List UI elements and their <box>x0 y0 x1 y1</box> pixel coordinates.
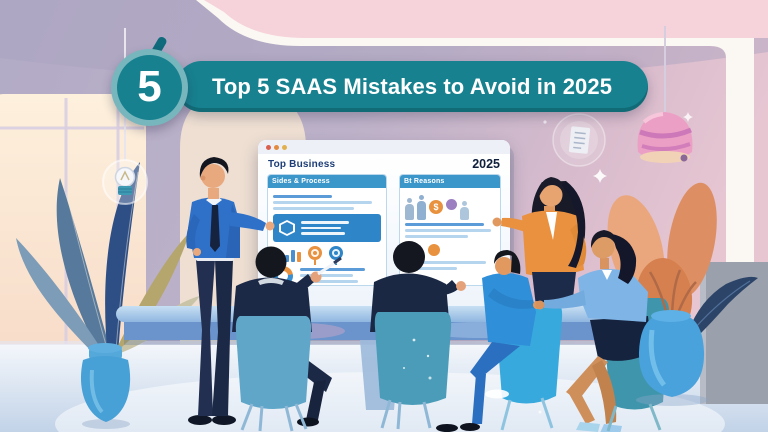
text-line <box>273 201 373 204</box>
number-badge: 5 <box>111 49 188 126</box>
ceiling-pink-band <box>204 0 768 38</box>
person-silhouette-icon <box>405 198 414 220</box>
screen-body: Top Business 2025 Sides & Process <box>258 154 510 310</box>
text-line <box>273 195 333 198</box>
window-dot-orange <box>274 144 279 150</box>
baseboard <box>0 341 768 345</box>
sparkles <box>543 112 693 256</box>
monitor-stand <box>372 316 396 326</box>
browser-bar <box>258 140 510 154</box>
screen-card-right: Bt Reasons $ <box>399 174 501 286</box>
left-plant <box>16 162 200 362</box>
window-dot-red <box>266 144 271 150</box>
document-icon <box>568 126 591 154</box>
pendant-lamp-icon <box>637 112 693 162</box>
text-line <box>273 207 354 210</box>
window <box>0 94 146 357</box>
purple-dot-icon <box>446 199 457 210</box>
text-line <box>300 268 365 271</box>
seated-woman-right <box>535 230 670 432</box>
blue-vase <box>636 269 708 406</box>
banner-title-text: Top 5 SAAS Mistakes to Avoid in 2025 <box>211 73 613 99</box>
person-silhouette-icon <box>417 195 426 220</box>
presentation-screen: Top Business 2025 Sides & Process <box>258 140 510 310</box>
window-dot-yellow <box>282 144 287 150</box>
document-badge <box>552 113 606 167</box>
award-badge-blue-icon <box>329 246 343 265</box>
screen-card-left: Sides & Process <box>267 174 387 286</box>
screen-year: 2025 <box>472 157 500 171</box>
text-line <box>405 235 468 238</box>
hexagon-icon <box>279 220 295 236</box>
gear-icon <box>405 242 420 257</box>
peach-plant <box>591 182 717 338</box>
floor-highlight-rug <box>55 372 725 432</box>
donut-chart <box>269 261 297 285</box>
figures-illustration: $ <box>405 194 495 220</box>
hexagon-info-box <box>273 214 381 242</box>
screen-card-left-header: Sides & Process <box>268 175 386 188</box>
dark-leaf <box>688 276 758 334</box>
person-silhouette-icon <box>460 201 469 220</box>
conference-table <box>116 306 650 410</box>
text-line <box>300 274 353 277</box>
mini-bar-chart <box>273 248 301 262</box>
screen-card-right-header: Bt Reasons <box>400 175 500 188</box>
text-line <box>300 280 359 283</box>
badge-number-text: 5 <box>137 61 162 111</box>
floor <box>0 344 768 432</box>
text-line <box>405 261 486 264</box>
text-line <box>405 223 485 226</box>
plant-pot <box>80 343 131 429</box>
lightbulb-icon <box>114 166 136 188</box>
floor-sparkles <box>428 376 542 414</box>
dollar-coin-icon: $ <box>429 200 443 214</box>
pillar <box>700 262 768 404</box>
orange-dot-icon <box>428 243 440 256</box>
info-text-lines <box>301 218 349 238</box>
screen-title: Top Business <box>268 158 336 170</box>
text-line <box>405 267 458 270</box>
text-line <box>405 229 492 232</box>
award-badge-orange-icon <box>308 246 322 265</box>
lightbulb-halo <box>103 160 147 204</box>
title-banner: Top 5 SAAS Mistakes to Avoid in 2025 <box>176 61 648 112</box>
